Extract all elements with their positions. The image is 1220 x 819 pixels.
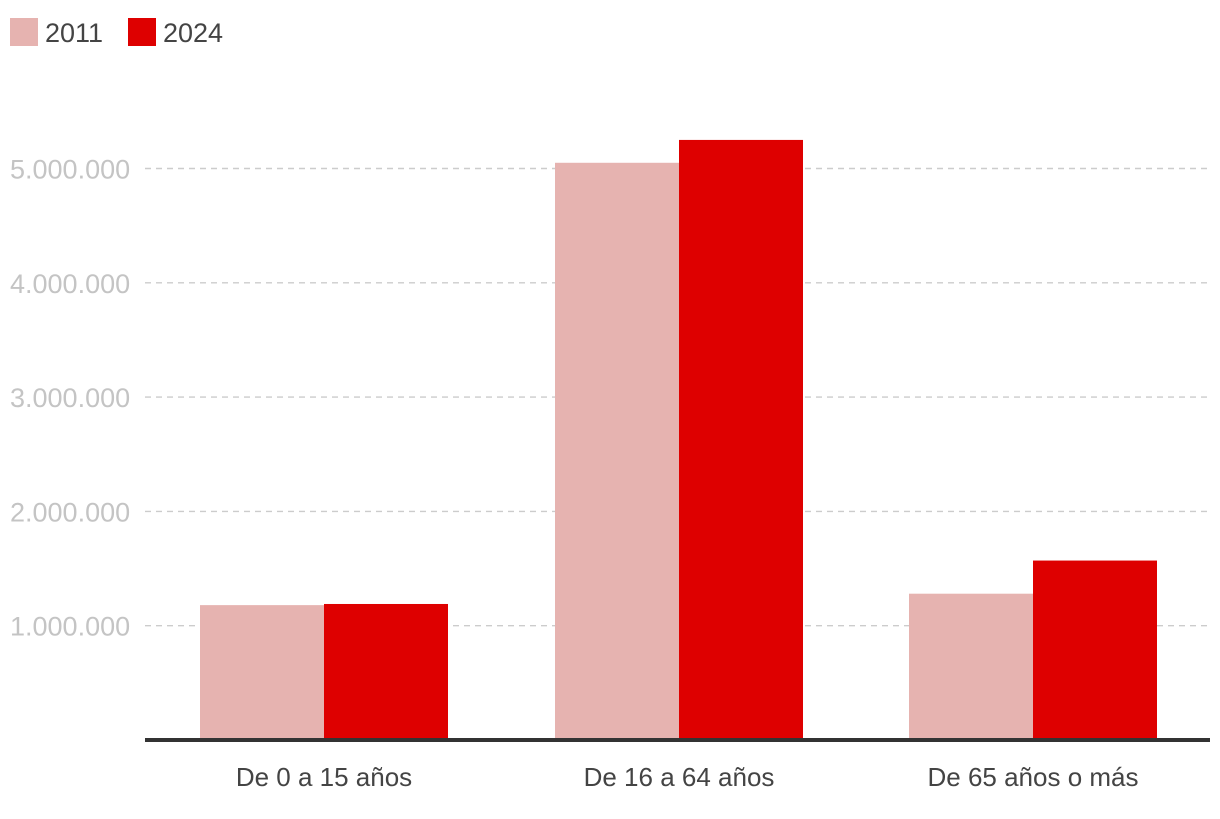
bar-2024-3[interactable] <box>1033 560 1157 740</box>
bar-2011-1[interactable] <box>200 605 324 740</box>
bar-2011-3[interactable] <box>909 593 1033 740</box>
axes: De 0 a 15 años De 16 a 64 años De 65 años … <box>145 738 1210 792</box>
bar-2024-2[interactable] <box>679 139 803 741</box>
x-tick-label: De 65 años o más <box>927 762 1138 792</box>
legend-label-2011[interactable]: 2011 <box>45 18 103 48</box>
legend-label-2024[interactable]: 2024 <box>163 18 223 48</box>
x-tick-label: De 0 a 15 años <box>236 762 412 792</box>
y-tick-label: 3.000.000 <box>10 383 130 413</box>
y-tick-label: 5.000.000 <box>10 155 130 185</box>
x-tick-label: De 16 a 64 años <box>584 762 775 792</box>
bar-2011-2[interactable] <box>555 162 679 740</box>
y-tick-label: 2.000.000 <box>10 497 130 527</box>
legend-swatch-2024 <box>128 18 156 46</box>
legend-swatch-2011 <box>10 18 38 46</box>
grid-lines: 1.000.000 2.000.000 3.000.000 4.000.000 5.00… <box>10 155 1210 642</box>
bar-2024-1[interactable] <box>324 603 448 740</box>
legend[interactable]: 2011 2024 <box>10 18 223 48</box>
y-tick-label: 1.000.000 <box>10 612 130 642</box>
y-tick-label: 4.000.000 <box>10 269 130 299</box>
bars <box>200 139 1157 741</box>
